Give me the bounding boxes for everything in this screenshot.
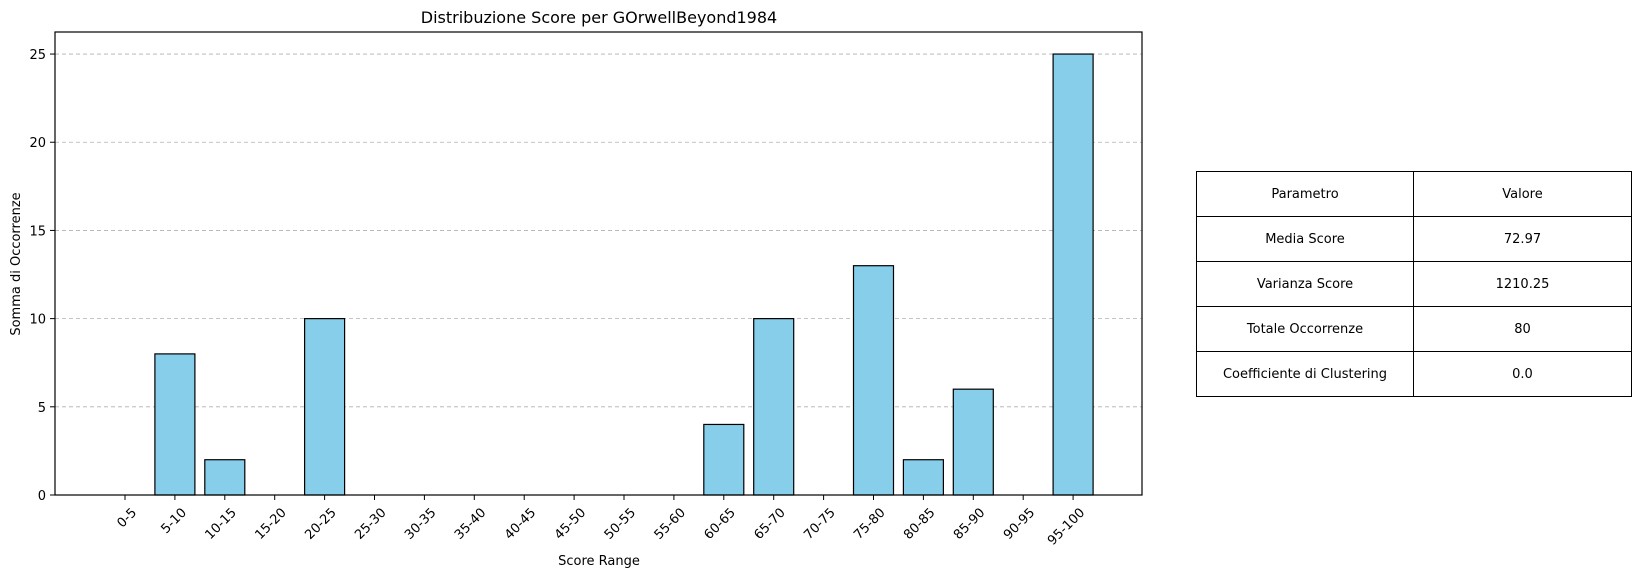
x-tick-label: 65-70 [751, 505, 788, 542]
chart-title: Distribuzione Score per GOrwellBeyond198… [421, 8, 777, 27]
bar-65-70 [753, 318, 795, 496]
bar-95-100 [1052, 53, 1094, 496]
y-tick-label: 25 [29, 48, 46, 63]
bar-10-15 [204, 459, 246, 496]
x-tick-label: 90-95 [1001, 505, 1038, 542]
plot-area-frame [54, 31, 1143, 496]
table-cell-value: 72.97 [1413, 216, 1632, 262]
table-row: Varianza Score 1210.25 [1196, 261, 1632, 307]
table-cell-param: Varianza Score [1196, 261, 1414, 307]
y-tick-label: 15 [29, 224, 46, 239]
table-header-row: Parametro Valore [1196, 171, 1632, 217]
table-cell-param: Totale Occorrenze [1196, 306, 1414, 352]
x-tick-label: 25-30 [352, 505, 389, 542]
x-axis-label: Score Range [558, 554, 640, 569]
x-tick-label: 40-45 [502, 505, 539, 542]
bar-5-10 [154, 353, 196, 496]
y-tick-label: 5 [38, 401, 46, 416]
x-tick-label: 45-50 [552, 505, 589, 542]
x-tick-label: 50-55 [602, 505, 639, 542]
table-row: Coefficiente di Clustering 0.0 [1196, 351, 1632, 397]
y-axis-label: Somma di Occorrenze [9, 192, 24, 335]
x-tick-label: 10-15 [203, 505, 240, 542]
table-cell-param: Coefficiente di Clustering [1196, 351, 1414, 397]
x-tick-label: 70-75 [801, 505, 838, 542]
x-tick-label: 30-35 [402, 505, 439, 542]
table-cell-value: 0.0 [1413, 351, 1632, 397]
table-cell-value: 80 [1413, 306, 1632, 352]
table-header-param: Parametro [1196, 171, 1414, 217]
x-tick-label: 85-90 [951, 505, 988, 542]
x-tick-label: 80-85 [901, 505, 938, 542]
x-tick-label: 15-20 [252, 505, 289, 542]
table-cell-value: 1210.25 [1413, 261, 1632, 307]
x-tick-label: 60-65 [702, 505, 739, 542]
x-tick-label: 75-80 [851, 505, 888, 542]
bar-85-90 [952, 388, 994, 496]
x-tick-label: 5-10 [158, 505, 189, 536]
x-tick-label: 55-60 [652, 505, 689, 542]
x-tick-label: 0-5 [114, 505, 140, 531]
table-cell-param: Media Score [1196, 216, 1414, 262]
bar-60-65 [703, 423, 745, 496]
x-axis-ticks: 0-5 5-10 10-15 15-20 20-25 25-30 30-35 35-40 40-… [114, 495, 1088, 549]
x-tick-label: 95-100 [1045, 505, 1088, 548]
stats-table: Parametro Valore Media Score 72.97 Varia… [1196, 171, 1632, 397]
bar-80-85 [902, 459, 945, 496]
y-axis-ticks: 0 5 10 15 20 25 [29, 48, 55, 504]
bar-20-25 [304, 318, 346, 496]
x-tick-label: 20-25 [302, 505, 339, 542]
table-header-value: Valore [1413, 171, 1632, 217]
bars [154, 53, 1094, 496]
table-row: Media Score 72.97 [1196, 216, 1632, 262]
table-row: Totale Occorrenze 80 [1196, 306, 1632, 352]
bar-75-80 [852, 265, 895, 496]
y-tick-label: 0 [38, 489, 46, 504]
x-tick-label: 35-40 [452, 505, 489, 542]
y-tick-label: 20 [29, 136, 46, 151]
y-tick-label: 10 [29, 313, 46, 328]
